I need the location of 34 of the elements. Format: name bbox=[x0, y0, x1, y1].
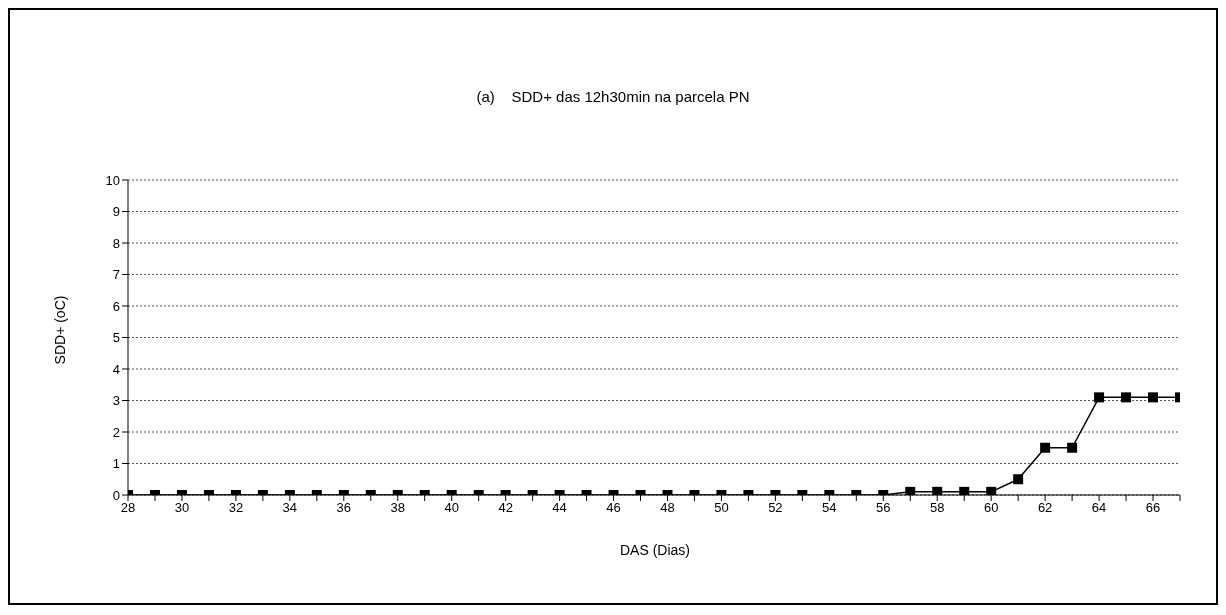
x-tick-label: 50 bbox=[714, 500, 729, 516]
x-tick-label: 32 bbox=[228, 500, 244, 516]
x-tick-label: 58 bbox=[930, 500, 945, 516]
x-tick-label: 30 bbox=[174, 500, 190, 516]
x-tick-label: 62 bbox=[1037, 500, 1053, 516]
y-axis-title: SDD+ (oC) bbox=[52, 295, 68, 365]
x-tick-label: 44 bbox=[552, 500, 567, 516]
x-tick-label: 36 bbox=[336, 500, 352, 516]
x-tick-label: 56 bbox=[876, 500, 891, 516]
x-tick-label: 52 bbox=[768, 500, 783, 516]
x-tick-label: 46 bbox=[606, 500, 621, 516]
x-tick-label: 66 bbox=[1145, 500, 1161, 516]
y-tick-label: 0 bbox=[112, 487, 120, 503]
y-tick-label: 3 bbox=[112, 393, 120, 409]
x-tick-label: 38 bbox=[390, 500, 405, 516]
y-tick-label: 10 bbox=[105, 172, 120, 188]
x-tick-label: 40 bbox=[444, 500, 459, 516]
x-tick-label: 28 bbox=[120, 500, 136, 516]
x-tick-label: 42 bbox=[498, 500, 513, 516]
y-tick-label: 5 bbox=[112, 330, 120, 346]
x-tick-label: 54 bbox=[822, 500, 837, 516]
x-axis-title: DAS (Dias) bbox=[619, 542, 691, 558]
x-tick-label: 64 bbox=[1091, 500, 1107, 516]
y-tick-label: 9 bbox=[112, 204, 120, 220]
y-tick-label: 8 bbox=[112, 235, 120, 251]
y-tick-label: 6 bbox=[112, 298, 120, 314]
y-tick-label: 7 bbox=[112, 267, 120, 283]
x-tick-label: 60 bbox=[983, 500, 999, 516]
y-tick-label: 4 bbox=[112, 361, 120, 377]
x-tick-label: 48 bbox=[660, 500, 675, 516]
chart-title: (a) SDD+ das 12h30min na parcela PN bbox=[475, 88, 751, 105]
y-tick-label: 2 bbox=[112, 424, 120, 440]
x-tick-label: 34 bbox=[282, 500, 298, 516]
y-tick-label: 1 bbox=[112, 456, 120, 472]
